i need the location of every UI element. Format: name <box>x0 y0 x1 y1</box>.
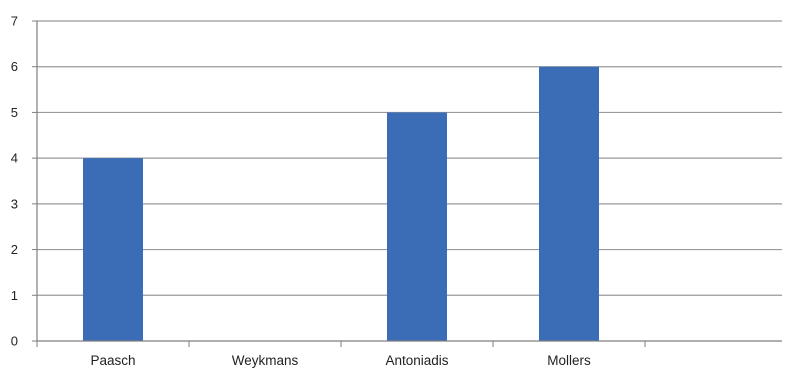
bars <box>83 66 599 341</box>
y-tick-label: 6 <box>11 59 18 74</box>
x-category-label: Antoniadis <box>385 353 448 368</box>
x-axis-category-labels: Paasch Weykmans Antoniadis Mollers <box>90 353 591 368</box>
x-category-label: Weykmans <box>232 353 299 368</box>
y-tick-label: 2 <box>11 242 18 257</box>
y-tick-label: 5 <box>11 105 18 120</box>
y-tick-label: 0 <box>11 334 18 349</box>
axes <box>32 20 782 347</box>
y-axis-tick-labels: 0 1 2 3 4 5 6 7 <box>11 14 18 349</box>
bar-mollers <box>539 66 599 341</box>
y-tick-label: 7 <box>11 14 18 29</box>
y-tick-label: 1 <box>11 288 18 303</box>
bar-paasch <box>83 158 143 341</box>
x-category-label: Paasch <box>90 353 135 368</box>
y-tick-label: 3 <box>11 196 18 211</box>
y-tick-label: 4 <box>11 151 18 166</box>
x-category-label: Mollers <box>547 353 591 368</box>
bar-antoniadis <box>387 112 447 341</box>
